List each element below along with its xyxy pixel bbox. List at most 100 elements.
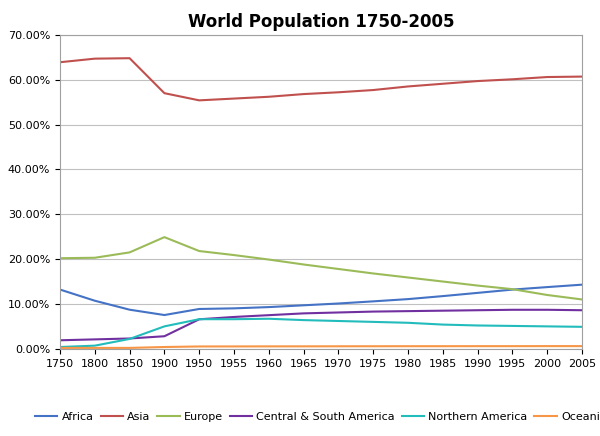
Africa bbox=[56, 287, 64, 292]
Oceania bbox=[265, 344, 272, 349]
Oceania bbox=[56, 345, 64, 351]
Central & South America bbox=[404, 309, 412, 314]
Asia bbox=[370, 88, 377, 93]
Asia bbox=[578, 74, 586, 79]
Oceania bbox=[230, 344, 238, 349]
Europe bbox=[370, 271, 377, 276]
Central & South America bbox=[509, 307, 516, 313]
Asia bbox=[509, 77, 516, 82]
Central & South America bbox=[126, 336, 133, 341]
Asia bbox=[126, 55, 133, 61]
Oceania bbox=[404, 344, 412, 349]
Africa bbox=[439, 293, 446, 299]
Northern America bbox=[161, 324, 168, 329]
Oceania bbox=[91, 345, 98, 351]
Asia bbox=[544, 75, 551, 80]
Central & South America bbox=[91, 337, 98, 342]
Africa bbox=[370, 299, 377, 304]
Title: World Population 1750-2005: World Population 1750-2005 bbox=[188, 13, 454, 31]
Central & South America bbox=[230, 314, 238, 320]
Asia bbox=[196, 98, 203, 103]
Oceania bbox=[196, 344, 203, 349]
Central & South America bbox=[300, 311, 307, 316]
Oceania bbox=[509, 344, 516, 349]
Asia bbox=[335, 90, 342, 95]
Africa bbox=[404, 296, 412, 302]
Central & South America bbox=[474, 308, 481, 313]
Northern America bbox=[370, 319, 377, 324]
Oceania bbox=[439, 344, 446, 349]
Europe bbox=[544, 293, 551, 298]
Central & South America bbox=[578, 308, 586, 313]
Northern America bbox=[474, 323, 481, 328]
Europe bbox=[509, 286, 516, 292]
Africa bbox=[474, 290, 481, 296]
Line: Africa: Africa bbox=[60, 285, 582, 315]
Line: Northern America: Northern America bbox=[60, 319, 582, 347]
Northern America bbox=[56, 344, 64, 350]
Asia bbox=[474, 78, 481, 84]
Northern America bbox=[404, 320, 412, 325]
Central & South America bbox=[335, 310, 342, 315]
Central & South America bbox=[439, 308, 446, 313]
Europe bbox=[578, 297, 586, 302]
Asia bbox=[300, 92, 307, 97]
Northern America bbox=[335, 318, 342, 324]
Northern America bbox=[91, 343, 98, 348]
Asia bbox=[56, 60, 64, 65]
Central & South America bbox=[196, 317, 203, 322]
Central & South America bbox=[265, 313, 272, 318]
Europe bbox=[439, 279, 446, 284]
Oceania bbox=[474, 344, 481, 349]
Africa bbox=[544, 284, 551, 290]
Africa bbox=[300, 303, 307, 308]
Central & South America bbox=[370, 309, 377, 314]
Northern America bbox=[439, 322, 446, 327]
Line: Europe: Europe bbox=[60, 237, 582, 300]
Europe bbox=[300, 262, 307, 267]
Europe bbox=[196, 249, 203, 254]
Europe bbox=[404, 275, 412, 280]
Europe bbox=[265, 257, 272, 262]
Northern America bbox=[509, 324, 516, 329]
Northern America bbox=[230, 317, 238, 322]
Northern America bbox=[300, 317, 307, 323]
Central & South America bbox=[544, 307, 551, 313]
Legend: Africa, Asia, Europe, Central & South America, Northern America, Oceania: Africa, Asia, Europe, Central & South Am… bbox=[31, 408, 600, 426]
Northern America bbox=[265, 316, 272, 321]
Asia bbox=[265, 94, 272, 99]
Africa bbox=[509, 287, 516, 292]
Northern America bbox=[196, 317, 203, 322]
Europe bbox=[126, 250, 133, 255]
Europe bbox=[474, 283, 481, 288]
Northern America bbox=[126, 336, 133, 341]
Africa bbox=[578, 282, 586, 287]
Northern America bbox=[544, 324, 551, 329]
Oceania bbox=[335, 344, 342, 349]
Central & South America bbox=[161, 334, 168, 339]
Asia bbox=[230, 96, 238, 101]
Line: Oceania: Oceania bbox=[60, 346, 582, 348]
Oceania bbox=[161, 344, 168, 350]
Africa bbox=[335, 301, 342, 306]
Africa bbox=[265, 304, 272, 310]
Europe bbox=[56, 255, 64, 261]
Line: Asia: Asia bbox=[60, 58, 582, 100]
Europe bbox=[161, 235, 168, 240]
Oceania bbox=[370, 344, 377, 349]
Europe bbox=[335, 266, 342, 272]
Oceania bbox=[300, 344, 307, 349]
Asia bbox=[161, 91, 168, 96]
Central & South America bbox=[56, 337, 64, 343]
Europe bbox=[91, 255, 98, 260]
Africa bbox=[196, 307, 203, 312]
Asia bbox=[439, 81, 446, 86]
Northern America bbox=[578, 324, 586, 330]
Oceania bbox=[126, 345, 133, 351]
Asia bbox=[404, 84, 412, 89]
Africa bbox=[91, 298, 98, 303]
Asia bbox=[91, 56, 98, 61]
Africa bbox=[126, 307, 133, 312]
Oceania bbox=[544, 344, 551, 349]
Oceania bbox=[578, 344, 586, 349]
